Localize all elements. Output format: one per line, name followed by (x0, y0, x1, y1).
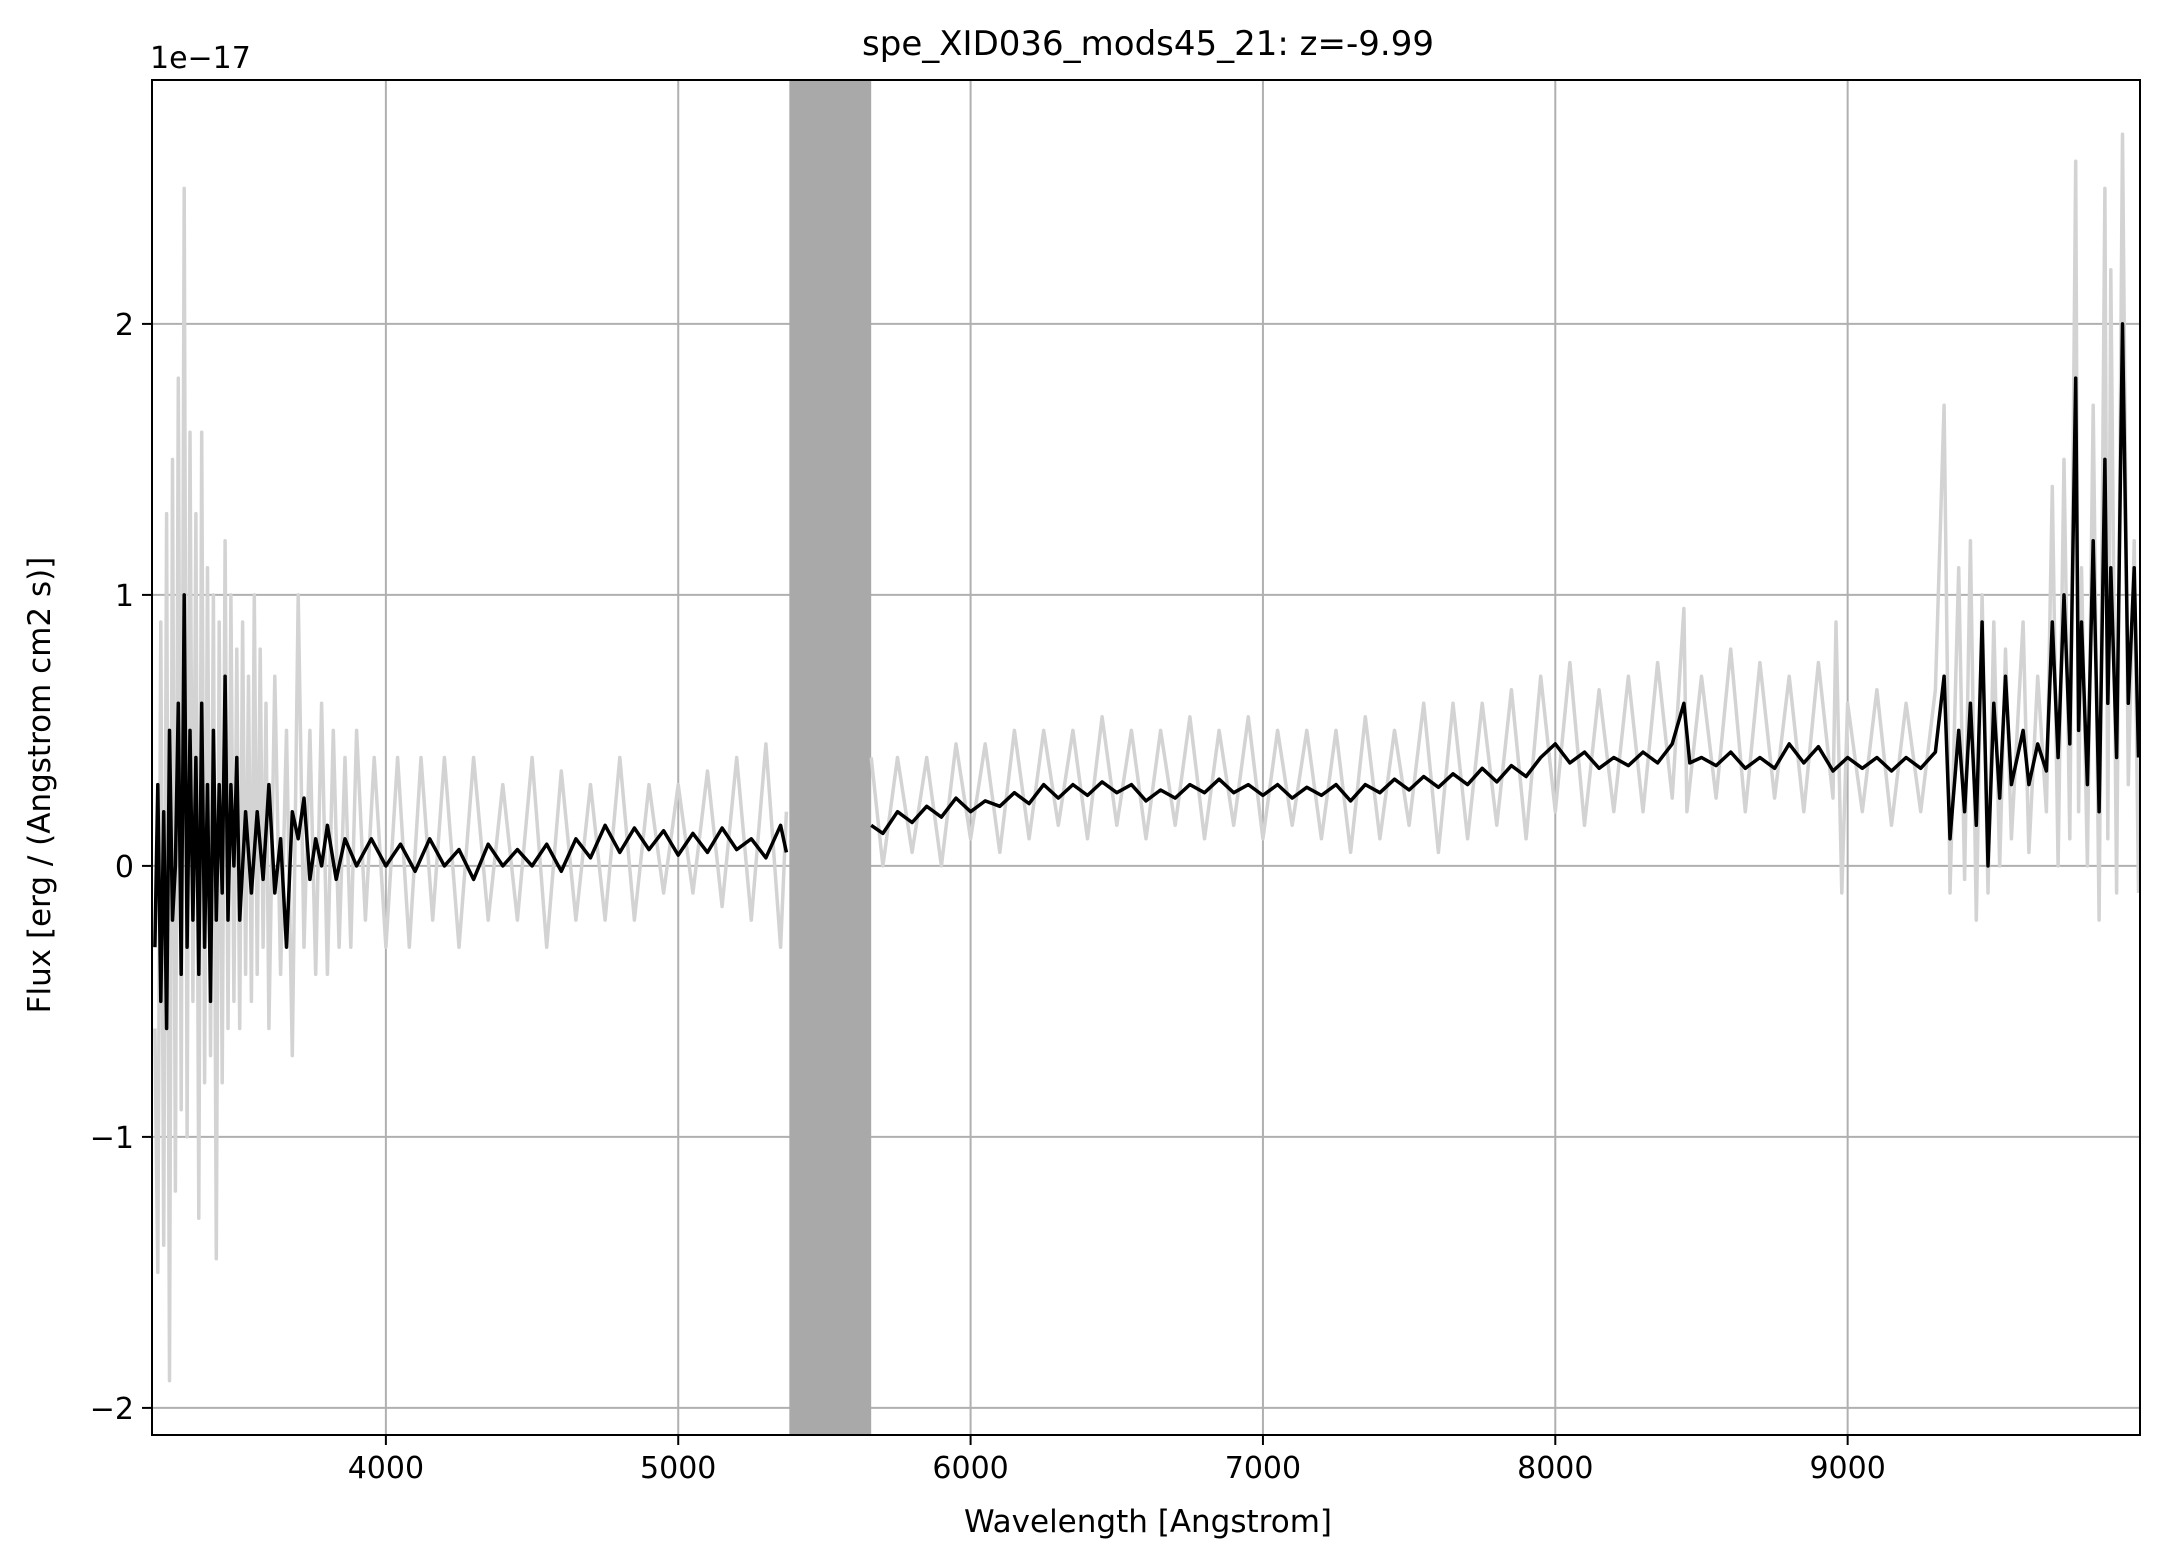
y-tick-label: 1 (115, 579, 134, 614)
masked-wavelength-band (789, 80, 872, 1435)
x-tick-label: 4000 (348, 1451, 424, 1486)
x-tick-label: 8000 (1517, 1451, 1593, 1486)
y-axis-label: Flux [erg / (Angstrom cm2 s)] (22, 557, 58, 1014)
y-tick-label: −1 (90, 1121, 134, 1156)
x-tick-label: 9000 (1809, 1451, 1885, 1486)
x-tick-label: 7000 (1225, 1451, 1301, 1486)
y-tick-label: −2 (90, 1392, 134, 1427)
x-tick-label: 6000 (932, 1451, 1008, 1486)
x-tick-label: 5000 (640, 1451, 716, 1486)
y-offset-label: 1e−17 (150, 41, 251, 76)
plot-frame (151, 79, 2141, 1436)
x-axis-label: Wavelength [Angstrom] (964, 1504, 1332, 1540)
chart-title: spe_XID036_mods45_21: z=-9.99 (862, 24, 1434, 64)
y-tick-label: 0 (115, 850, 134, 885)
y-axis-ticks: −2 −1 0 1 2 (90, 308, 152, 1427)
x-axis-ticks: 4000 5000 6000 7000 8000 9000 (348, 1435, 1886, 1486)
y-tick-label: 2 (115, 308, 134, 343)
flux-line (153, 322, 2140, 1031)
